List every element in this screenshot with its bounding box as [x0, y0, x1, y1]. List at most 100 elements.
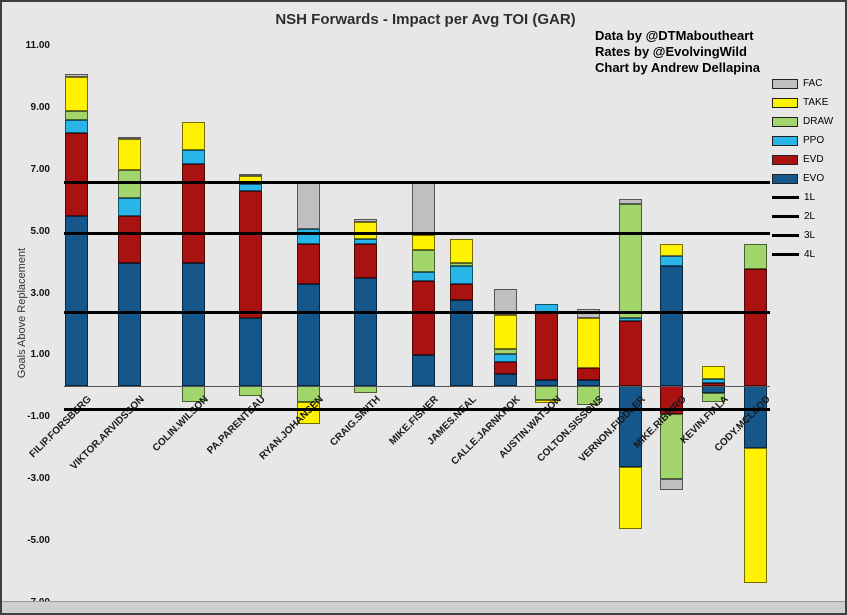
y-tick-label: 3.00	[30, 287, 50, 299]
bar-segment-take	[701, 366, 725, 379]
bar-segment-evd	[493, 361, 517, 374]
legend-item-fac: FAC	[772, 74, 833, 93]
bar-segment-take	[659, 244, 683, 257]
y-tick-label: -5.00	[27, 535, 50, 547]
bottom-border-strip	[2, 601, 845, 613]
bar-segment-evo	[411, 355, 435, 387]
legend-line-sample-4l	[772, 253, 799, 256]
bar-segment-ppo	[181, 149, 205, 164]
bar-segment-evd	[743, 268, 767, 387]
bar-segment-evd	[576, 367, 600, 381]
bar-segment-draw	[117, 169, 141, 198]
legend-label: EVO	[803, 173, 825, 184]
legend-label: FAC	[803, 78, 823, 89]
bar-segment-draw	[659, 414, 683, 480]
bar-segment-take	[743, 448, 767, 583]
bar-segment-fac	[296, 180, 320, 229]
bar-segment-evo	[659, 265, 683, 387]
bar-segment-ppo	[701, 378, 725, 384]
y-tick-label: 1.00	[30, 349, 50, 361]
legend-swatch-evd	[772, 154, 798, 165]
bar-segment-fac	[64, 73, 88, 77]
bar-segment-evd	[117, 216, 141, 263]
bar-segment-take	[411, 234, 435, 251]
legend-line-sample-2l	[772, 215, 799, 218]
legend-label: EVD	[803, 154, 824, 165]
bar-segment-ppo	[117, 197, 141, 217]
legend-label: DRAW	[803, 116, 834, 127]
bar-segment-evo	[353, 278, 377, 387]
bar-segment-ppo	[238, 183, 262, 192]
legend-item-draw: DRAW	[772, 112, 833, 131]
legend-label: TAKE	[803, 97, 829, 108]
bar-segment-draw	[411, 250, 435, 272]
bar-segment-ppo	[659, 256, 683, 266]
bar-segment-draw	[493, 349, 517, 354]
bar-segment-ppo	[64, 120, 88, 133]
y-tick-label: 7.00	[30, 163, 50, 175]
reference-line-3l	[64, 310, 770, 314]
bar-segment-take	[181, 121, 205, 150]
bar-segment-take	[353, 222, 377, 240]
legend-swatch-evo	[772, 173, 798, 184]
legend-swatch-ppo	[772, 135, 798, 146]
bar-segment-evo	[576, 380, 600, 387]
bar-segment-evd	[701, 383, 725, 387]
credit-line-chart: Chart by Andrew Dellapina	[595, 60, 760, 75]
bar-segment-evd	[296, 244, 320, 285]
bar-segment-fac	[576, 309, 600, 319]
bar-segment-take	[618, 466, 642, 529]
bar-segment-draw	[64, 110, 88, 121]
reference-line-2l	[64, 231, 770, 235]
bar-segment-evd	[181, 163, 205, 263]
bar-segment-evo	[117, 262, 141, 387]
legend-item-take: TAKE	[772, 93, 833, 112]
legend-swatch-draw	[772, 116, 798, 127]
bar-segment-draw	[618, 203, 642, 319]
legend-label: 1L	[804, 192, 816, 203]
legend-item-evo: EVO	[772, 169, 833, 188]
bar-segment-fac	[238, 174, 262, 177]
bar-segment-fac	[117, 137, 141, 140]
legend-label: 4L	[804, 249, 816, 260]
bar-segment-evo	[181, 262, 205, 387]
bar-segment-evd	[411, 281, 435, 356]
bar-segment-ppo	[353, 239, 377, 245]
bar-segment-evd	[353, 244, 377, 279]
bar-segment-take	[449, 239, 473, 263]
bar-segment-evo	[238, 318, 262, 387]
legend-item-3l: 3L	[772, 226, 833, 245]
bar-segment-ppo	[411, 271, 435, 282]
bar-segment-take	[493, 315, 517, 350]
bar-segment-evd	[618, 321, 642, 387]
bar-segment-draw	[743, 244, 767, 269]
bar-segment-take	[296, 401, 320, 424]
legend-swatch-take	[772, 97, 798, 108]
bar-segment-evo	[296, 284, 320, 387]
credit-line-rates: Rates by @EvolvingWild	[595, 44, 747, 59]
credits-block: Data by @DTMaboutheart Rates by @Evolvin…	[595, 28, 760, 76]
legend-label: PPO	[803, 135, 825, 146]
bar-segment-take	[576, 318, 600, 368]
bar-segment-evd	[449, 284, 473, 300]
reference-line-1l	[64, 180, 770, 184]
y-tick-label: -1.00	[27, 411, 50, 423]
bar-segment-fac	[411, 182, 435, 235]
legend-item-evd: EVD	[772, 150, 833, 169]
bar-segment-ppo	[449, 265, 473, 285]
bar-segment-draw	[701, 392, 725, 402]
legend-item-2l: 2L	[772, 207, 833, 226]
legend-item-1l: 1L	[772, 188, 833, 207]
legend-line-sample-1l	[772, 196, 799, 199]
bar-segment-fac	[659, 479, 683, 491]
legend: FAC TAKE DRAW PPO EVD EVO 1L 2L 3L 4L	[772, 74, 833, 264]
y-tick-label: 11.00	[25, 40, 50, 51]
bar-segment-evo	[64, 216, 88, 387]
y-tick-label: -3.00	[27, 473, 50, 485]
y-tick-label: 5.00	[30, 225, 50, 237]
legend-item-ppo: PPO	[772, 131, 833, 150]
legend-label: 3L	[804, 230, 816, 241]
bar-segment-fac	[618, 199, 642, 204]
bar-segment-evd	[534, 312, 558, 381]
